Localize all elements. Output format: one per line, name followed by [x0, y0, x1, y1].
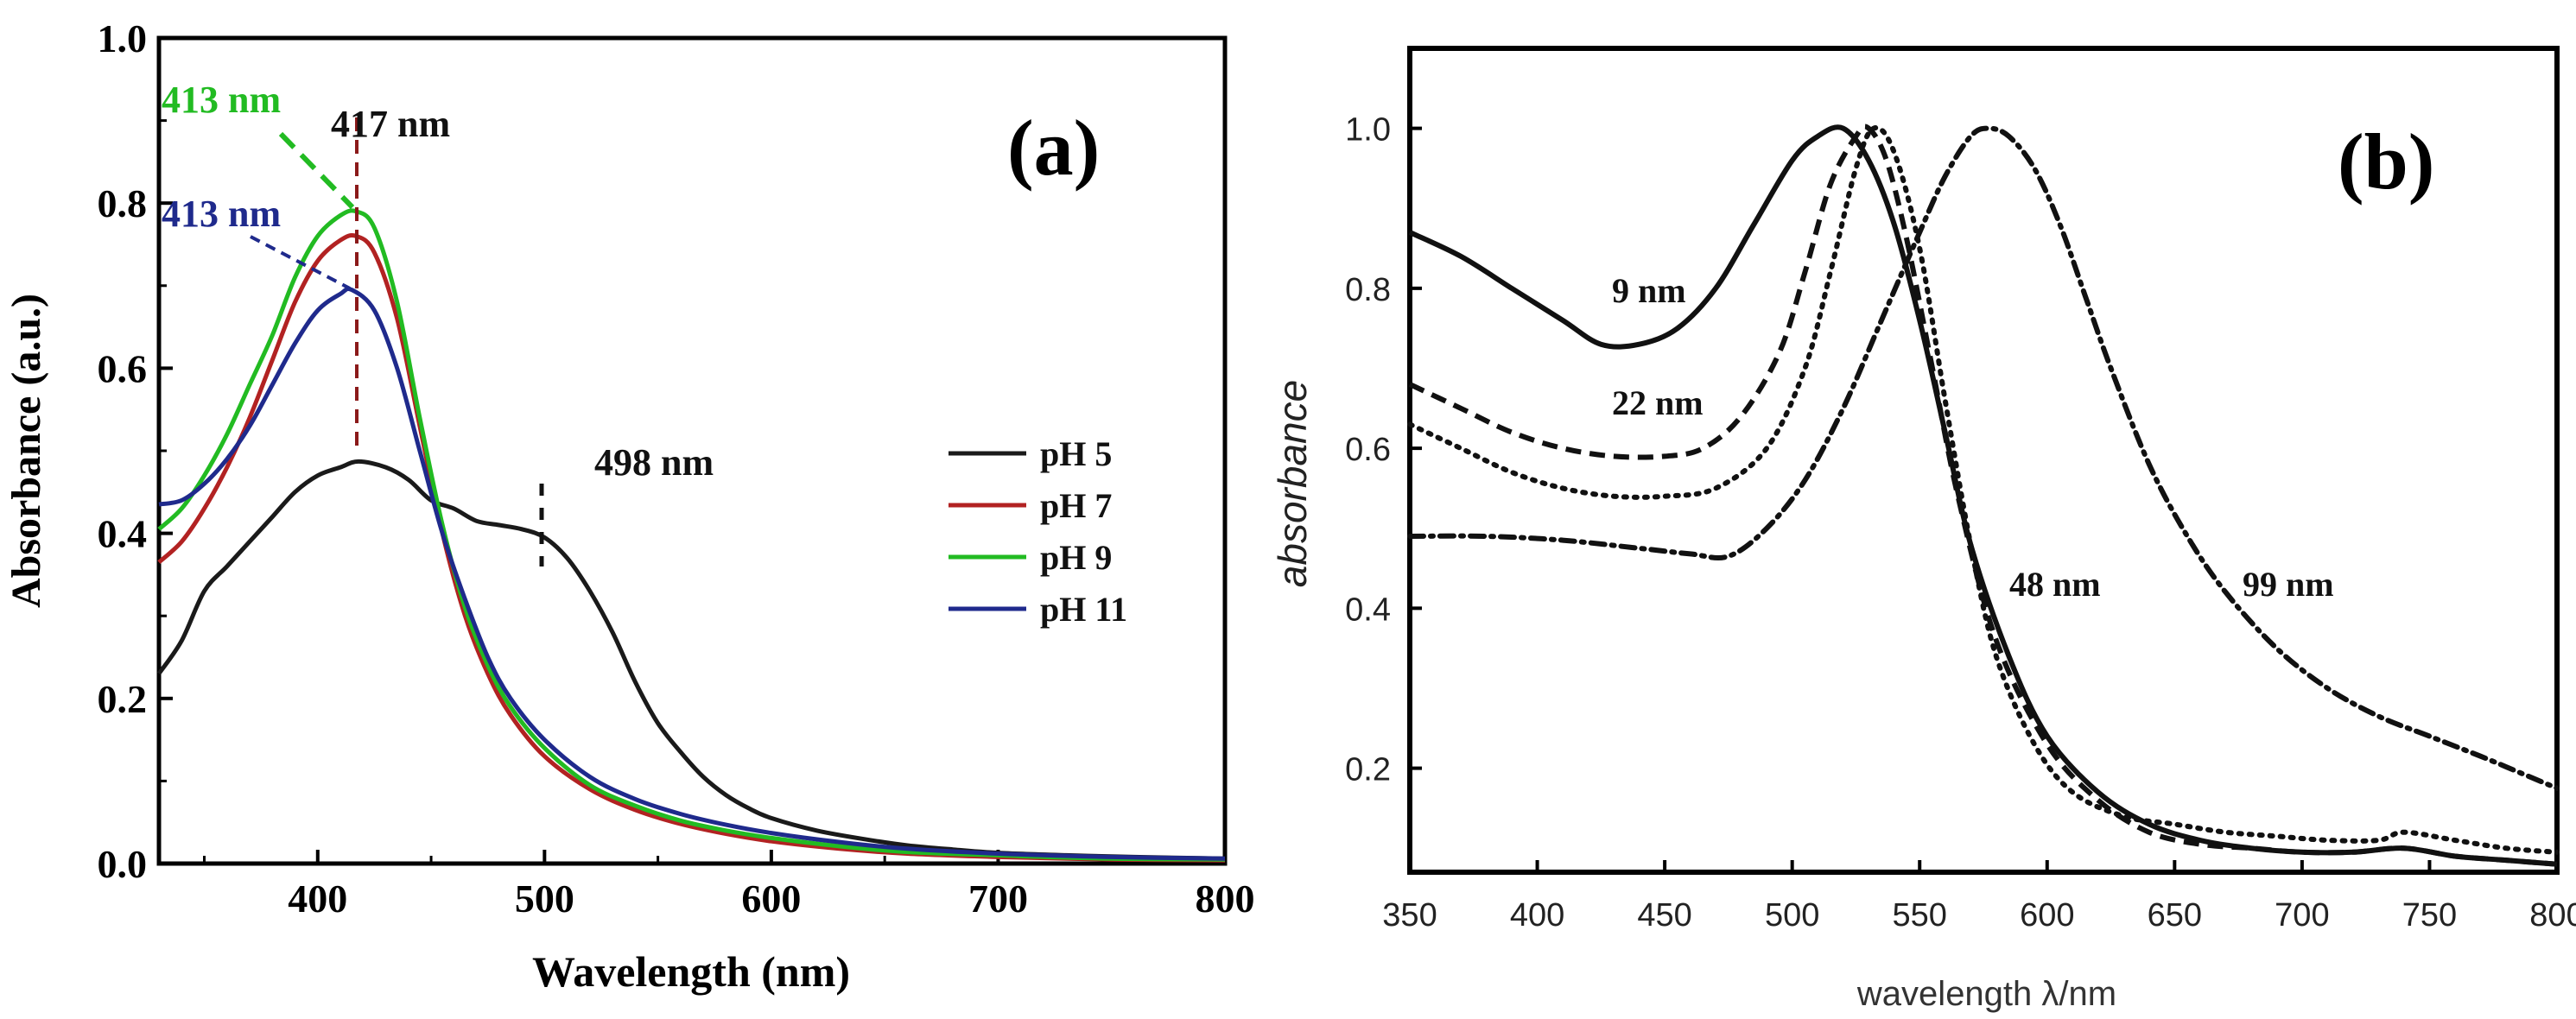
panel-b-y-tick-label: 0.2	[1345, 752, 1391, 788]
panel-a: 0.0 0.2 0.4 0.6 0.8 1.0 400 500 600 700 800 413 n…	[3, 16, 1255, 996]
panel-a-y-tick-label: 0.2	[98, 677, 148, 721]
panel-b-plot-frame	[1407, 46, 2560, 875]
legend-label: pH 9	[1040, 538, 1112, 577]
series-line-ph-7	[157, 232, 1226, 863]
panel-b-y-tick-label: 1.0	[1345, 112, 1391, 149]
panel-b-x-tick-label: 750	[2402, 897, 2457, 934]
panel-a-y-tick-label: 0.8	[98, 181, 148, 225]
panel-a-legend: pH 5 pH 7 pH 9 pH 11	[949, 434, 1127, 629]
panel-a-x-axis-title: Wavelength (nm)	[532, 947, 850, 996]
panel-b-x-axis-title: wavelength λ/nm	[1856, 975, 2116, 1013]
panel-a-y-ticks: 0.0 0.2 0.4 0.6 0.8 1.0	[98, 16, 173, 886]
series-line-9-nm	[1408, 124, 2558, 867]
pointer-blue-413	[250, 235, 351, 290]
legend-label: pH 7	[1040, 486, 1112, 525]
panel-b-x-ticks: 350 400 450 500 550 600 650 700 750 800	[1382, 860, 2576, 934]
panel-b-x-tick-label: 500	[1765, 897, 1819, 934]
panel-a-label: (a)	[1007, 104, 1100, 192]
annotation-22nm: 22 nm	[1612, 383, 1704, 422]
panel-a-x-tick-label: 500	[515, 877, 574, 921]
panel-b-series	[1407, 123, 2560, 867]
panel-a-series	[156, 208, 1226, 863]
panel-b-y-tick-label: 0.8	[1345, 272, 1391, 308]
panel-b-y-ticks: 0.2 0.4 0.6 0.8 1.0	[1345, 112, 1422, 788]
panel-a-y-tick-label: 0.0	[98, 842, 148, 886]
annotation-498: 498 nm	[594, 441, 714, 484]
pointer-green-413	[278, 131, 355, 210]
annotation-green-413: 413 nm	[162, 79, 281, 121]
panel-a-y-tick-label: 1.0	[98, 16, 148, 60]
annotation-blue-413: 413 nm	[162, 193, 281, 235]
panel-b-x-tick-label: 650	[2148, 897, 2202, 934]
panel-b-x-tick-label: 800	[2529, 897, 2576, 934]
panel-a-x-tick-label: 700	[968, 877, 1028, 921]
panel-a-y-tick-label: 0.6	[98, 346, 148, 390]
panel-b: 0.2 0.4 0.6 0.8 1.0 350 400 450 500 550 600 650 700…	[1270, 46, 2576, 1013]
annotation-99nm: 99 nm	[2243, 565, 2334, 604]
panel-b-y-tick-label: 0.4	[1345, 592, 1391, 628]
panel-a-x-ticks: 400 500 600 700 800	[203, 850, 1255, 921]
panel-b-y-tick-label: 0.6	[1345, 432, 1391, 468]
panel-a-x-tick-label: 400	[288, 877, 347, 921]
panel-a-x-tick-label: 800	[1196, 877, 1255, 921]
panel-a-x-tick-label: 600	[741, 877, 801, 921]
panel-b-x-tick-label: 600	[2020, 897, 2074, 934]
legend-label: pH 5	[1040, 434, 1112, 473]
series-line-ph-5	[156, 459, 1226, 861]
series-line-99-nm	[1407, 125, 2560, 791]
panel-b-x-tick-label: 450	[1637, 897, 1691, 934]
legend-label: pH 11	[1040, 590, 1127, 629]
panel-a-y-tick-label: 0.4	[98, 512, 148, 556]
panel-b-x-tick-label: 350	[1382, 897, 1437, 934]
series-line-48-nm	[1407, 124, 2560, 855]
annotation-417: 417 nm	[331, 103, 450, 145]
panel-b-x-tick-label: 400	[1510, 897, 1564, 934]
series-line-ph-11	[158, 286, 1226, 861]
panel-b-y-axis-title: absorbance	[1270, 380, 1315, 587]
annotation-48nm: 48 nm	[2009, 565, 2101, 604]
panel-b-label: (b)	[2338, 117, 2434, 206]
annotation-9nm: 9 nm	[1612, 271, 1686, 310]
panel-b-x-tick-label: 550	[1893, 897, 1947, 934]
panel-b-x-tick-label: 700	[2275, 897, 2329, 934]
series-line-22-nm	[1408, 123, 2558, 867]
panel-a-y-axis-title: Absorbance (a.u.)	[3, 294, 49, 608]
